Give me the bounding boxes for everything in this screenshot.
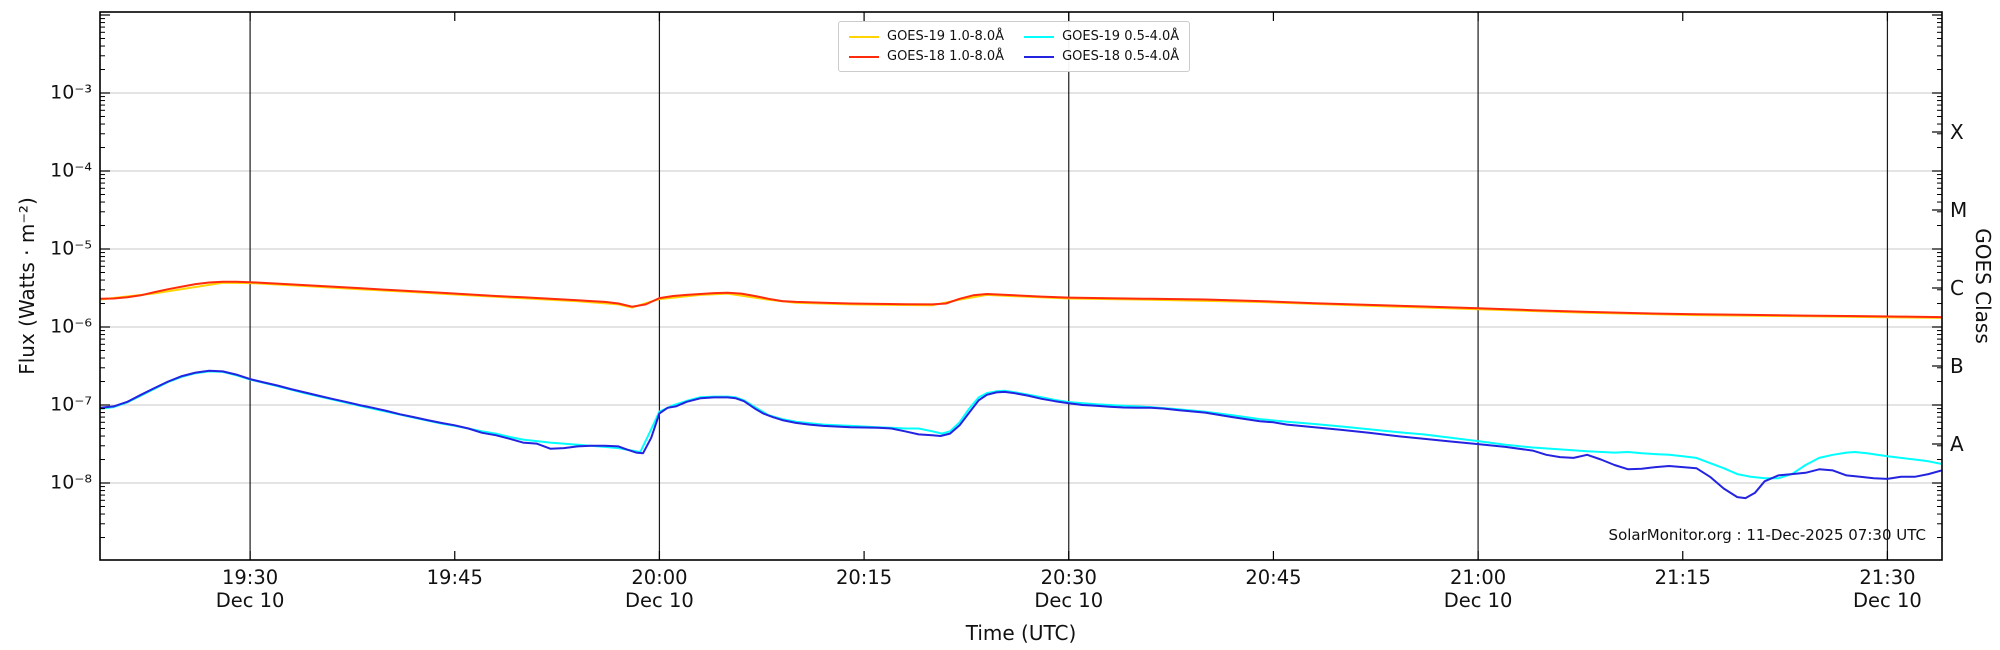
right-axis-title: GOES Class	[1971, 228, 1995, 344]
legend-line-sample	[1024, 55, 1055, 58]
x-tick-label: 20:30	[1040, 566, 1097, 589]
legend-entry: GOES-18 0.5-4.0Å	[1024, 49, 1179, 64]
x-axis-title: Time (UTC)	[965, 621, 1077, 645]
legend-entry: GOES-19 1.0-8.0Å	[849, 29, 1004, 44]
x-tick-label: 20:00	[631, 566, 688, 589]
x-tick-date-label: Dec 10	[1853, 589, 1922, 612]
legend-line-sample	[1024, 35, 1055, 38]
x-tick-label: 21:15	[1654, 566, 1711, 589]
x-tick-label: 21:00	[1449, 566, 1507, 589]
legend: GOES-19 1.0-8.0Å GOES-18 1.0-8.0Å GOES-19 …	[838, 21, 1191, 72]
legend-label: GOES-19 1.0-8.0Å	[887, 29, 1005, 44]
goes-class-label: C	[1950, 276, 1964, 300]
y-tick-label: 10⁻⁸	[50, 471, 92, 494]
y-tick-label: 10⁻³	[50, 81, 92, 104]
legend-label: GOES-18 1.0-8.0Å	[887, 49, 1005, 64]
series-goes-18-1-0-8-0-	[100, 280, 1942, 319]
legend-line-sample	[849, 55, 879, 58]
legend-label: GOES-18 0.5-4.0Å	[1062, 49, 1180, 64]
x-tick-label: 20:15	[835, 566, 893, 589]
goes-class-label: M	[1950, 198, 1968, 222]
series-goes-18-0-5-4-0-	[100, 369, 1942, 500]
y-tick-label: 10⁻⁴	[50, 159, 92, 182]
watermark: SolarMonitor.org : 11-Dec-2025 07:30 UTC	[1608, 526, 1926, 544]
x-tick-date-label: Dec 10	[1443, 589, 1513, 612]
legend-label: GOES-19 0.5-4.0Å	[1062, 29, 1180, 44]
x-tick-date-label: Dec 10	[1034, 589, 1104, 612]
x-tick-label: 19:30	[221, 566, 279, 589]
legend-entry: GOES-18 1.0-8.0Å	[849, 49, 1004, 64]
goes-class-label: X	[1950, 120, 1964, 144]
y-tick-label: 10⁻⁶	[50, 315, 92, 338]
y-tick-label: 10⁻⁷	[50, 393, 92, 416]
goes-class-label: A	[1950, 432, 1964, 456]
x-tick-label: 21:30	[1859, 566, 1916, 589]
x-tick-label: 20:45	[1245, 566, 1302, 589]
legend-entry: GOES-19 0.5-4.0Å	[1024, 29, 1179, 44]
x-tick-date-label: Dec 10	[215, 589, 285, 612]
plot-border	[99, 11, 1943, 561]
goes-class-label: B	[1950, 354, 1964, 378]
y-tick-label: 10⁻⁵	[50, 237, 92, 260]
y-axis-title: Flux (Watts · m⁻²)	[15, 197, 39, 375]
legend-line-sample	[849, 35, 879, 38]
x-tick-date-label: Dec 10	[625, 589, 694, 612]
x-tick-label: 19:45	[426, 566, 483, 589]
